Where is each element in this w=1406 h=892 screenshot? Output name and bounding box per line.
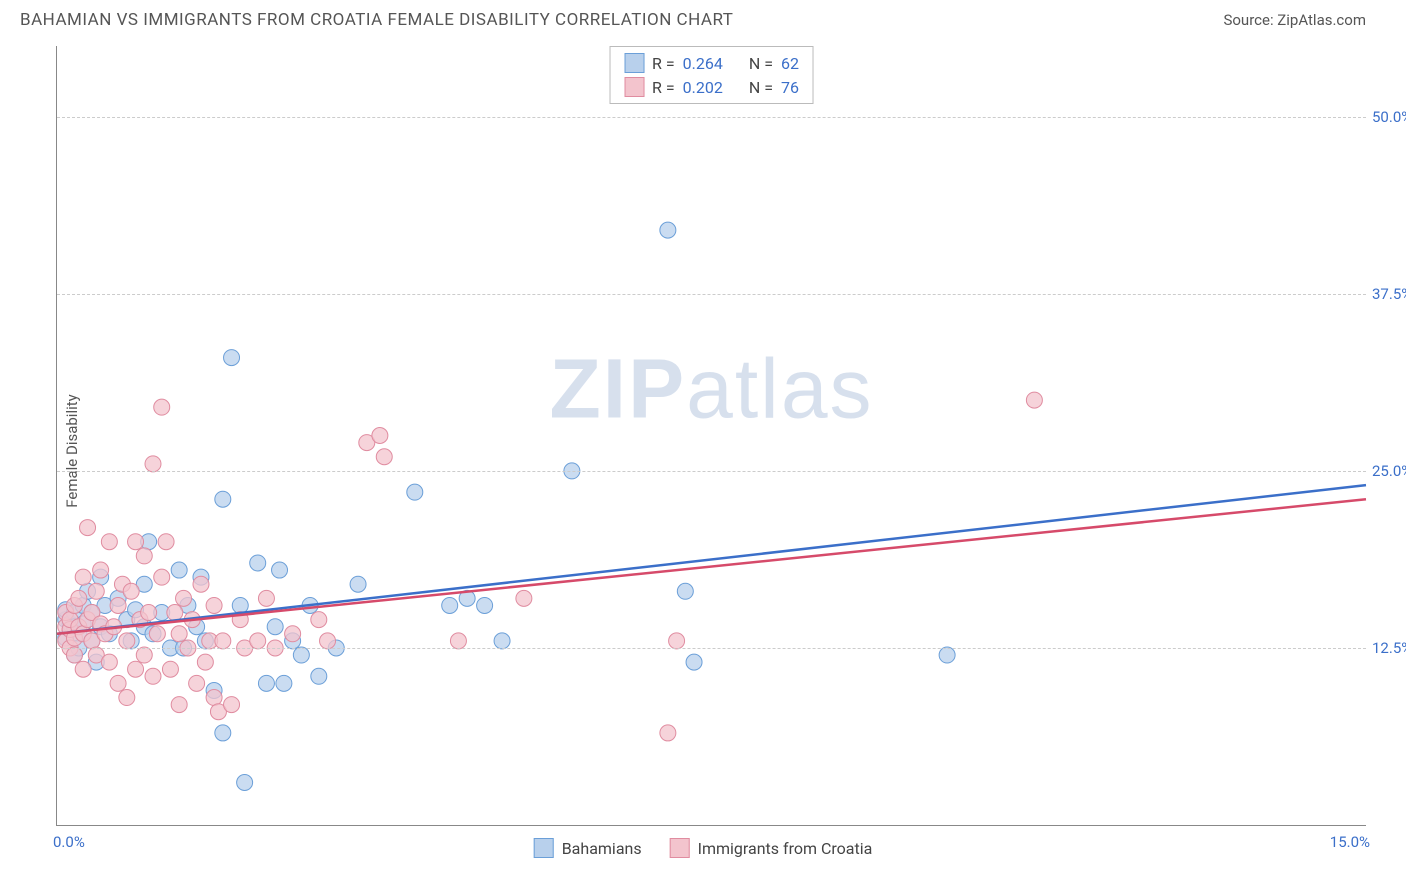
y-tick: 12.5%: [1372, 639, 1406, 657]
trendline-layer: [57, 46, 1366, 825]
r-value-bahamians: 0.264: [683, 54, 723, 73]
stats-row-bahamians: R = 0.264 N = 62: [624, 51, 799, 75]
n-label: N =: [749, 54, 773, 73]
gridline: [57, 648, 1366, 649]
swatch-croatia: [670, 838, 690, 858]
trendline-bahamians: [57, 485, 1366, 634]
y-tick: 50.0%: [1372, 108, 1406, 126]
trendline-croatia: [57, 499, 1366, 634]
n-value-bahamians: 62: [781, 54, 799, 73]
x-tick-max: 15.0%: [1330, 833, 1370, 851]
r-label: R =: [652, 78, 675, 97]
n-value-croatia: 76: [781, 78, 799, 97]
x-tick-min: 0.0%: [53, 833, 85, 851]
gridline: [57, 294, 1366, 295]
legend-label-croatia: Immigrants from Croatia: [698, 839, 873, 858]
gridline: [57, 117, 1366, 118]
legend-label-bahamians: Bahamians: [562, 839, 642, 858]
swatch-croatia: [624, 77, 644, 97]
stats-row-croatia: R = 0.202 N = 76: [624, 75, 799, 99]
chart-title: BAHAMIAN VS IMMIGRANTS FROM CROATIA FEMA…: [20, 10, 733, 30]
y-tick: 37.5%: [1372, 285, 1406, 303]
legend-item-bahamians: Bahamians: [534, 838, 642, 858]
r-label: R =: [652, 54, 675, 73]
n-label: N =: [749, 78, 773, 97]
r-value-croatia: 0.202: [683, 78, 723, 97]
gridline: [57, 471, 1366, 472]
stats-legend: R = 0.264 N = 62 R = 0.202 N = 76: [609, 46, 814, 104]
series-legend: Bahamians Immigrants from Croatia: [534, 838, 873, 858]
source-label: Source: ZipAtlas.com: [1223, 11, 1366, 29]
swatch-bahamians: [624, 53, 644, 73]
plot-area: ZIPatlas R = 0.264 N = 62 R = 0.202 N = …: [56, 46, 1366, 826]
y-tick: 25.0%: [1372, 462, 1406, 480]
swatch-bahamians: [534, 838, 554, 858]
chart-container: Female Disability ZIPatlas R = 0.264 N =…: [20, 36, 1386, 866]
legend-item-croatia: Immigrants from Croatia: [670, 838, 873, 858]
